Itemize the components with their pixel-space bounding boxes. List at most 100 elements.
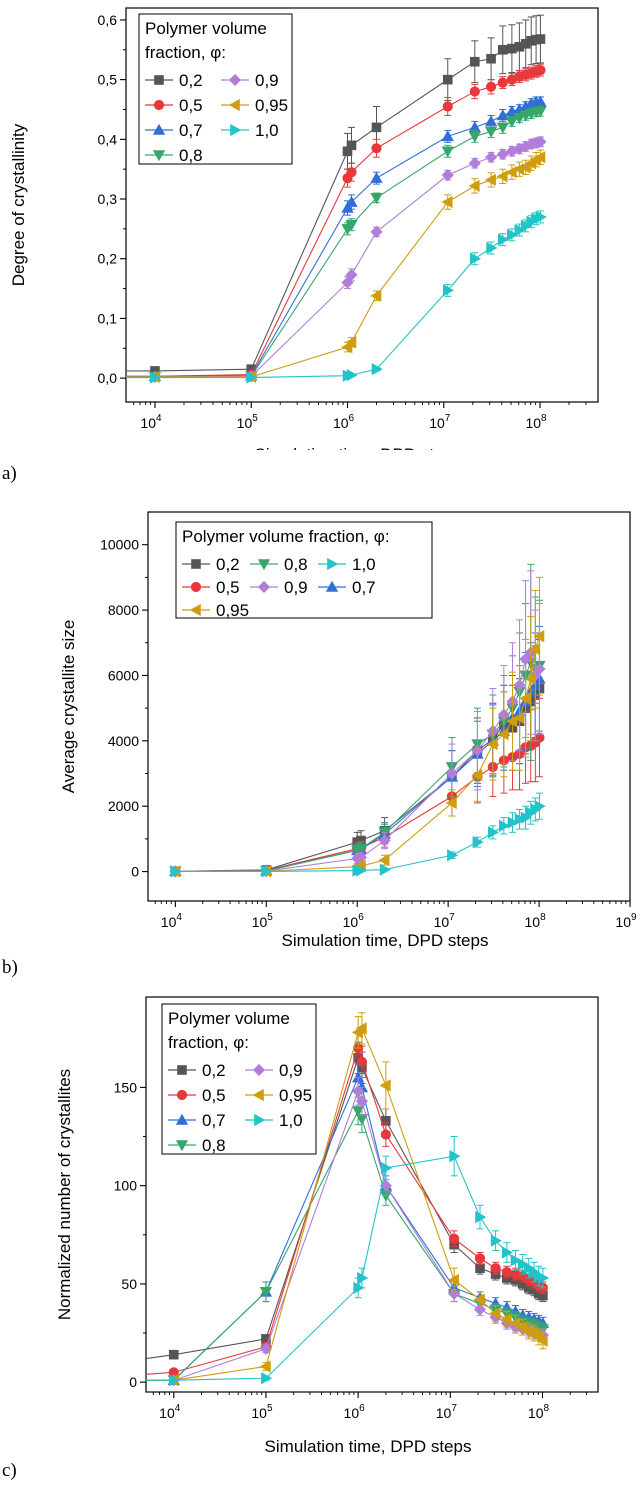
- legend-item: 0,7: [318, 578, 376, 597]
- legend-marker: [257, 559, 271, 571]
- x-tick-label: 107: [434, 912, 456, 930]
- y-tick-label: 10000: [100, 537, 139, 553]
- y-tick-label: 6000: [108, 667, 139, 683]
- data-point: [505, 116, 519, 128]
- legend: Polymer volume fraction, φ: 0,2 0,8 1,0 0,5 0…: [175, 521, 433, 620]
- legend-label: 0,8: [202, 1136, 226, 1155]
- legend-label: 1,0: [255, 121, 279, 140]
- data-point: [496, 122, 509, 134]
- series-0-95: [146, 1012, 548, 1387]
- data-point: [513, 711, 525, 725]
- data-point: [442, 74, 453, 85]
- series-0-5: [146, 1031, 548, 1378]
- data-point: [501, 1267, 512, 1278]
- legend-label: 0,8: [284, 555, 308, 574]
- data-point: [473, 1303, 487, 1316]
- legend-label: 1,0: [279, 1111, 303, 1130]
- data-point: [345, 219, 358, 231]
- series-1-0: [126, 210, 547, 384]
- data-point: [486, 53, 496, 64]
- x-tick-label: 106: [344, 1403, 366, 1421]
- data-point: [371, 363, 383, 376]
- data-point: [519, 692, 531, 705]
- legend-marker: [153, 99, 165, 111]
- legend-label: 0,7: [202, 1111, 226, 1130]
- data-point: [535, 210, 547, 224]
- data-point: [534, 135, 547, 148]
- legend-marker: [228, 98, 240, 112]
- data-point: [484, 115, 498, 127]
- legend-item: 1,0: [245, 1111, 303, 1130]
- data-point: [533, 630, 545, 643]
- data-point: [442, 284, 455, 297]
- data-point: [357, 1271, 369, 1285]
- legend-item: 0,2: [168, 1061, 226, 1080]
- data-point: [441, 146, 454, 158]
- panel-label-a: a): [2, 463, 17, 484]
- plot-frame: [125, 7, 599, 403]
- data-point: [496, 109, 509, 121]
- data-point: [484, 173, 496, 187]
- crystallite-size-chart: 0 2000 4000 6000 8000 10000 104 105 106 107 108 109…: [59, 511, 637, 950]
- data-point: [468, 131, 481, 143]
- legend-label: 0,2: [216, 555, 240, 574]
- data-point: [485, 81, 497, 92]
- legend-label: 0,9: [284, 578, 308, 597]
- legend-marker: [177, 1065, 187, 1075]
- data-point: [500, 1313, 512, 1326]
- legend-marker: [176, 1089, 188, 1101]
- y-tick-label: 0: [129, 1374, 137, 1390]
- legend-label: 0,95: [279, 1086, 312, 1105]
- data-point: [246, 371, 258, 384]
- legend-marker: [252, 1088, 264, 1102]
- legend-label: 0,5: [202, 1086, 226, 1105]
- panel-label-c: c): [2, 1460, 17, 1481]
- data-point: [370, 289, 382, 302]
- data-point: [168, 1374, 180, 1387]
- data-point: [507, 228, 519, 241]
- legend-marker: [257, 580, 271, 594]
- legend-item: 0,2: [145, 71, 203, 90]
- data-point: [346, 369, 358, 382]
- series-0-2: [126, 14, 546, 376]
- y-tick-label: 0,6: [98, 12, 118, 28]
- x-tick-label: 104: [161, 912, 183, 930]
- data-point: [445, 767, 458, 780]
- data-point: [507, 816, 519, 829]
- series-0-9: [126, 135, 547, 383]
- data-point: [449, 1150, 461, 1163]
- data-point: [449, 1233, 460, 1244]
- data-point: [345, 336, 357, 349]
- series-0-5: [126, 63, 546, 382]
- legend-item: 0,9: [250, 578, 308, 597]
- data-point: [351, 1106, 365, 1118]
- x-tick-label: 108: [525, 912, 547, 930]
- y-tick-label: 0,0: [98, 370, 118, 386]
- legend-item: 0,8: [168, 1136, 226, 1155]
- legend-marker: [154, 75, 164, 85]
- legend-label: 0,7: [179, 121, 203, 140]
- data-point: [486, 241, 498, 255]
- y-tick-label: 0,2: [98, 251, 118, 267]
- data-point: [488, 826, 500, 839]
- data-point: [346, 167, 357, 178]
- legend-title: Polymer volume: [145, 19, 267, 38]
- data-point: [378, 834, 391, 847]
- data-point: [379, 863, 391, 876]
- data-point: [474, 1253, 486, 1264]
- data-point: [468, 157, 481, 170]
- data-point: [380, 1129, 391, 1140]
- legend-item: 0,9: [245, 1061, 303, 1080]
- legend: Polymer volume fraction, φ: 0,2 0,9 0,5 0,95 0…: [138, 13, 293, 165]
- data-point: [490, 1234, 502, 1247]
- data-point: [534, 800, 546, 813]
- y-tick-label: 50: [121, 1276, 137, 1292]
- x-axis-label: Simulation time, DPD steps: [255, 445, 462, 450]
- data-point: [371, 143, 382, 154]
- legend-marker: [175, 1140, 189, 1152]
- x-tick-label: 106: [343, 912, 365, 930]
- data-point: [469, 56, 480, 67]
- data-point: [370, 171, 383, 183]
- legend-item: 1,0: [221, 121, 279, 140]
- legend-marker: [327, 557, 339, 571]
